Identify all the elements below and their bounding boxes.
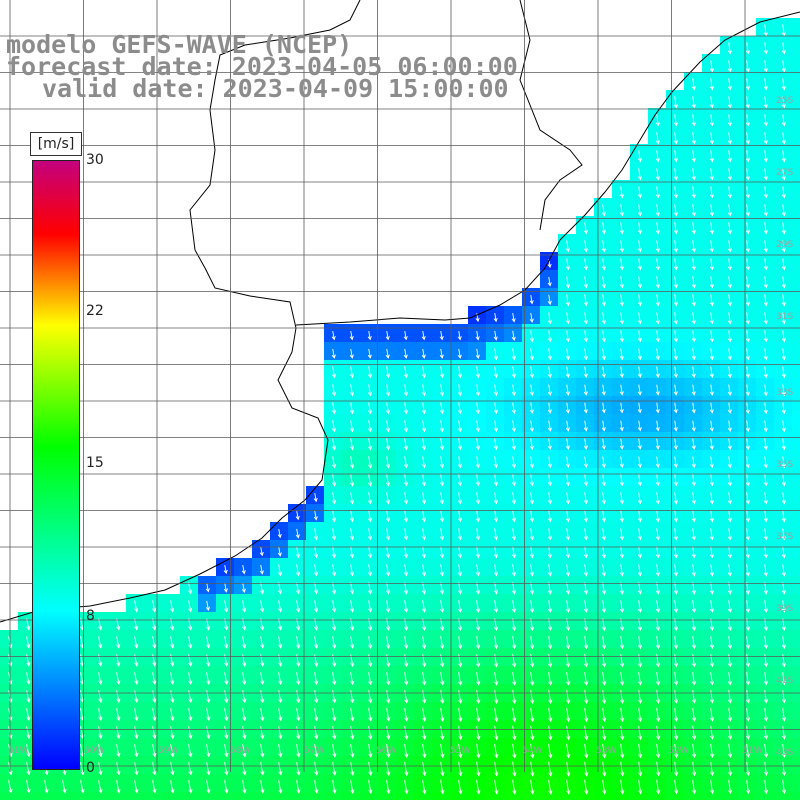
lat-label: 29S (776, 240, 794, 250)
lon-label: 57W (304, 746, 325, 756)
colorbar (32, 160, 80, 770)
lon-label: 51W (742, 746, 763, 756)
lat-label: 31S (776, 312, 794, 322)
speed-cells (0, 18, 800, 800)
lat-label: 33S (776, 388, 794, 398)
lon-label: 54W (522, 746, 543, 756)
colorbar-tick-30: 30 (86, 152, 104, 168)
graticule (0, 0, 800, 772)
title-forecast-date: forecast date: 2023-04-05 06:00:00 (6, 52, 518, 81)
lat-label: 35S (776, 460, 794, 470)
lat-label: 27S (776, 168, 794, 178)
colorbar-unit: [m/s] (30, 132, 82, 156)
lon-label: 59W (158, 746, 179, 756)
lat-label: 25S (776, 96, 794, 106)
lat-label: 37S (776, 532, 794, 542)
colorbar-tick-22: 22 (86, 303, 104, 319)
lat-label: 41S (776, 676, 794, 686)
colorbar-tick-15: 15 (86, 455, 104, 471)
lat-label: 43S (776, 748, 794, 758)
lat-label: 39S (776, 604, 794, 614)
title-valid-date: valid date: 2023-04-09 15:00:00 (42, 74, 509, 103)
lon-label: 53W (596, 746, 617, 756)
title-model: modelo GEFS-WAVE (NCEP) (6, 30, 353, 59)
lon-label: 60W (84, 746, 105, 756)
lon-label: 56W (376, 746, 397, 756)
lon-label: 52W (668, 746, 689, 756)
colorbar-tick-8: 8 (86, 608, 95, 624)
colorbar-tick-0: 0 (86, 760, 95, 776)
lon-label: 61W (8, 746, 29, 756)
lon-label: 55W (450, 746, 471, 756)
lon-label: 58W (230, 746, 251, 756)
